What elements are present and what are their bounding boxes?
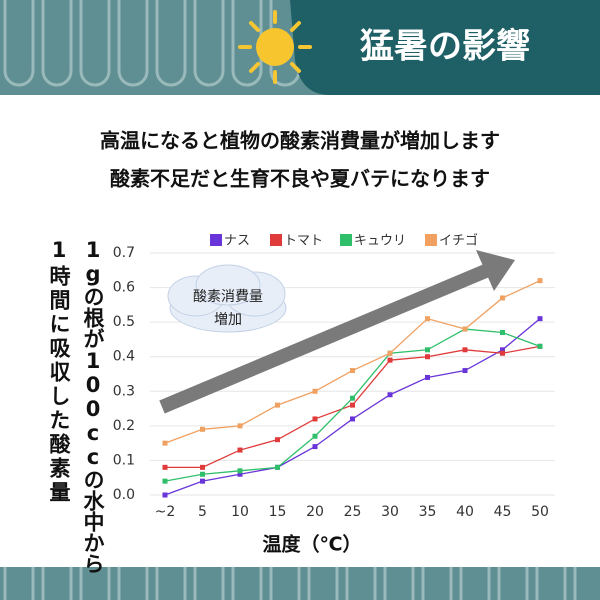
point — [200, 478, 205, 484]
legend-label: キュウリ — [354, 234, 406, 249]
cloud — [167, 264, 287, 333]
legend-swatch — [425, 234, 437, 246]
legend-entry: キュウリ — [340, 234, 406, 249]
x-tick-label: 45 — [494, 504, 512, 520]
point — [162, 440, 168, 446]
point — [312, 444, 318, 450]
point — [500, 330, 505, 336]
x-tick-label: 50 — [531, 504, 549, 520]
y-tick-label: 0.4 — [113, 349, 135, 365]
x-tick-label: 20 — [306, 504, 324, 520]
point — [537, 343, 543, 349]
legend-swatch — [340, 234, 352, 246]
y-tick-label: 0.2 — [113, 418, 135, 434]
point — [200, 464, 205, 470]
y-tick-label: 0.5 — [113, 314, 135, 330]
point — [162, 464, 168, 470]
point — [200, 471, 205, 477]
point — [462, 347, 468, 353]
point — [162, 478, 168, 484]
point — [237, 423, 243, 429]
point — [275, 464, 280, 470]
point — [425, 374, 430, 380]
point — [237, 471, 243, 477]
legend-label: イチゴ — [439, 233, 478, 249]
point — [312, 388, 318, 394]
point — [500, 350, 505, 356]
point — [387, 392, 393, 398]
x-tick-label: 25 — [344, 504, 362, 520]
point — [425, 316, 430, 322]
point — [462, 368, 468, 374]
point — [237, 468, 243, 474]
x-tick-label: 35 — [419, 504, 437, 520]
point — [537, 316, 543, 322]
y-tick-label: 0.7 — [113, 245, 135, 261]
point — [275, 437, 280, 443]
y-axis-label: 1gの根が100ccの水中から — [81, 238, 105, 574]
intro-line: 高温になると植物の酸素消費量が増加します — [100, 129, 500, 153]
x-tick-label: 10 — [231, 504, 249, 520]
point — [425, 354, 430, 360]
bottom-stripes — [0, 567, 600, 600]
point — [200, 426, 205, 432]
trend-arrow — [159, 250, 515, 414]
y-axis-label: 1時間に吸収した酸素量 — [47, 238, 71, 505]
point — [387, 357, 393, 363]
legend-label: トマト — [284, 234, 323, 249]
legend-swatch — [270, 234, 282, 246]
x-tick-label: ~2 — [155, 504, 176, 520]
point — [462, 326, 468, 332]
point — [425, 347, 430, 353]
y-tick-label: 0.3 — [113, 383, 135, 399]
legend-label: ナス — [224, 234, 250, 249]
point — [350, 402, 355, 408]
annotation: 酸素消費量 — [193, 289, 263, 305]
annotation: 増加 — [214, 312, 242, 328]
point — [350, 368, 355, 374]
legend-entry: トマト — [270, 234, 323, 249]
y-tick-label: 0.1 — [113, 452, 135, 468]
x-tick-label: 40 — [456, 504, 474, 520]
legend-entry: イチゴ — [425, 233, 478, 249]
point — [537, 278, 543, 284]
point — [387, 350, 393, 356]
sun-icon — [238, 10, 312, 84]
point — [312, 433, 318, 439]
x-tick-label: 30 — [381, 504, 399, 520]
legend-entry: ナス — [210, 234, 250, 249]
page-title: 猛暑の影響 — [360, 27, 530, 67]
point — [312, 416, 318, 422]
point — [350, 395, 355, 401]
legend-swatch — [210, 234, 222, 246]
x-tick-label: 5 — [198, 504, 207, 520]
title-banner — [290, 0, 600, 95]
point — [275, 402, 280, 408]
x-tick-label: 15 — [269, 504, 287, 520]
y-tick-label: 0.0 — [113, 487, 135, 503]
point — [162, 492, 168, 498]
point — [500, 295, 505, 301]
x-axis-label: 温度（℃） — [262, 533, 361, 556]
plot: 0.0 0.1 0.2 0.3 0.4 0.5 0.6 0.7 ~2 5 10 15 20 25 30 35 4… — [113, 233, 555, 520]
point — [500, 347, 505, 353]
point — [237, 447, 243, 453]
intro-line: 酸素不足だと生育不良や夏バテになります — [110, 167, 490, 191]
point — [350, 416, 355, 422]
y-tick-label: 0.6 — [113, 280, 135, 296]
